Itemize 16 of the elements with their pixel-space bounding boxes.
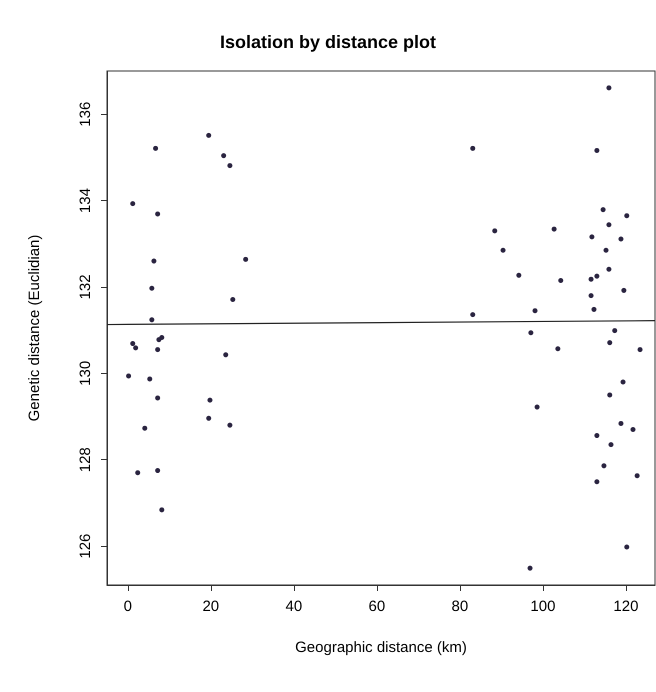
y-tick-label: 126 [77, 534, 94, 559]
x-tick-label: 120 [613, 598, 638, 615]
y-tick-label: 134 [77, 188, 94, 214]
y-tick-label: 132 [77, 274, 94, 300]
x-tick-label: 80 [452, 598, 468, 615]
y-tick-label: 130 [77, 360, 94, 386]
chart-title: Isolation by distance plot [220, 32, 436, 52]
y-tick-label: 136 [77, 102, 94, 127]
y-axis-title: Genetic distance (Euclidian) [26, 234, 43, 422]
x-axis-title: Geographic distance (km) [295, 639, 467, 656]
x-tick-label: 0 [124, 598, 132, 615]
x-tick-label: 100 [530, 598, 556, 615]
x-tick-label: 60 [368, 598, 386, 615]
x-tick-label: 40 [285, 598, 302, 615]
x-tick-label: 20 [202, 598, 220, 615]
y-tick-label: 128 [77, 447, 94, 472]
